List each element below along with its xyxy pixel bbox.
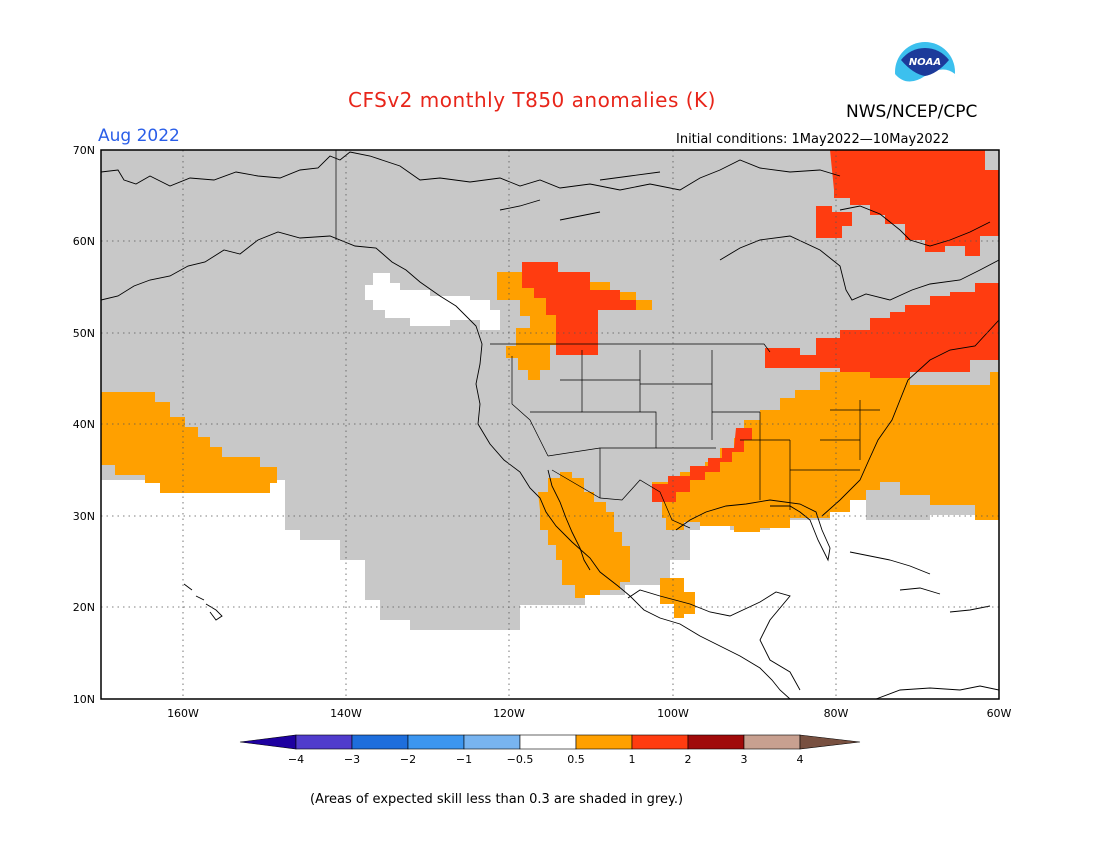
initial-conditions: Initial conditions: 1May2022—10May2022 (676, 132, 950, 147)
colorbar-segment (351, 734, 409, 750)
lat-label: 20N (73, 601, 95, 614)
colorbar-tick: 3 (741, 753, 748, 766)
colorbar-segment (519, 734, 577, 750)
colorbar-segment (239, 734, 297, 750)
anomaly-red-ohio-valley (652, 428, 752, 502)
map-frame (100, 149, 1000, 700)
lat-axis: 70N 60N 50N 40N 30N 20N 10N (73, 144, 95, 706)
gridlines (101, 150, 999, 699)
colorbar-segment (407, 734, 465, 750)
colorbar-segment (575, 734, 633, 750)
anomaly-orange-pacific (101, 392, 277, 493)
anomaly-red-canada-west (522, 262, 636, 355)
anomaly-orange-atlantic-edge (990, 372, 999, 440)
lat-label: 50N (73, 327, 95, 340)
footnote: (Areas of expected skill less than 0.3 a… (310, 792, 684, 807)
lat-label: 30N (73, 510, 95, 523)
anomaly-red-arctic-east (830, 150, 999, 256)
lon-label: 140W (330, 707, 362, 720)
colorbar-segment (687, 734, 745, 750)
colorbar-tick: 1 (629, 753, 636, 766)
colorbar-ticks: −4 −3 −2 −1 −0.5 0.5 1 2 3 4 (288, 753, 804, 766)
colorbar-tick: −4 (288, 753, 304, 766)
lon-label: 80W (824, 707, 849, 720)
coastlines (101, 151, 999, 699)
lon-label: 160W (167, 707, 199, 720)
lat-label: 70N (73, 144, 95, 157)
colorbar-segment (295, 734, 353, 750)
map-title: CFSv2 monthly T850 anomalies (K) (348, 88, 716, 112)
anomaly-red-hudson (816, 206, 852, 238)
noaa-logo-icon: NOAA (895, 42, 955, 104)
lon-axis: 160W 140W 120W 100W 80W 60W (167, 707, 1011, 720)
anomaly-orange-east (652, 370, 999, 532)
colorbar-segment (799, 734, 861, 750)
lat-label: 10N (73, 693, 95, 706)
colorbar-tick: −0.5 (507, 753, 534, 766)
agency-label: NWS/NCEP/CPC (846, 102, 978, 122)
colorbar-tick: −2 (400, 753, 416, 766)
svg-text:NOAA: NOAA (909, 57, 941, 68)
colorbar-segment (743, 734, 801, 750)
colorbar-tick: −1 (456, 753, 472, 766)
political-borders (335, 150, 880, 529)
colorbar-tick: −3 (344, 753, 360, 766)
forecast-period: Aug 2022 (98, 126, 180, 146)
map-area (101, 150, 999, 699)
colorbar-tick: 0.5 (567, 753, 585, 766)
colorbar-tick: 4 (797, 753, 804, 766)
lon-label: 120W (493, 707, 525, 720)
low-skill-patch (866, 500, 930, 520)
anomaly-orange-mexico-south (660, 578, 695, 618)
lat-label: 40N (73, 418, 95, 431)
colorbar-segment (631, 734, 689, 750)
colorbar (239, 734, 861, 750)
lon-label: 100W (657, 707, 689, 720)
colorbar-segment (463, 734, 521, 750)
colorbar-tick: 2 (685, 753, 692, 766)
lat-label: 60N (73, 235, 95, 248)
lon-label: 60W (987, 707, 1012, 720)
